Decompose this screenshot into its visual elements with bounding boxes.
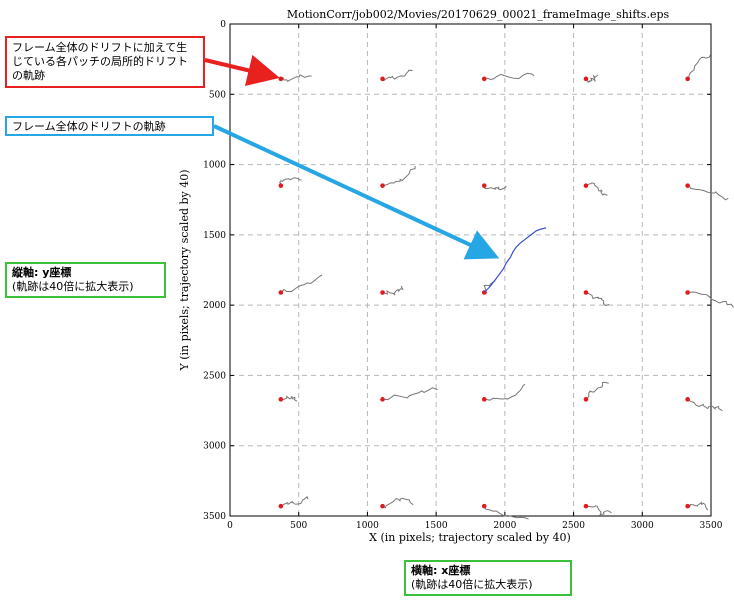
- y-tick-label: 0: [220, 20, 226, 30]
- local-trajectory: [279, 177, 302, 186]
- local-trajectory: [687, 501, 709, 511]
- global-trajectory: [483, 227, 547, 293]
- trajectory-start-point: [278, 76, 284, 82]
- local-trajectory: [687, 185, 729, 201]
- global-drift-arrow: [213, 124, 500, 260]
- trajectory-start-point: [583, 183, 589, 188]
- x-tick-label: 2500: [562, 521, 585, 531]
- local-trajectory: [585, 505, 612, 516]
- local-trajectory: [687, 291, 734, 308]
- plot-area: [229, 23, 712, 517]
- x-tick-label: 2000: [493, 521, 516, 531]
- local-trajectory: [585, 292, 610, 307]
- x-tick-label: 500: [290, 521, 307, 531]
- trajectory-start-point: [278, 397, 284, 402]
- local-trajectory: [483, 280, 496, 294]
- local-trajectory: [483, 505, 529, 520]
- chart-title: MotionCorr/job002/Movies/20170629_00021_…: [287, 8, 670, 21]
- trajectory-start-point: [278, 503, 284, 509]
- y-tick-label: 2000: [203, 301, 226, 311]
- y-tick-label: 1000: [203, 161, 226, 171]
- local-trajectory: [382, 69, 413, 82]
- local-trajectory: [484, 72, 535, 80]
- local-drift-arrow: [204, 54, 280, 86]
- x-tick-label: 0: [227, 521, 233, 531]
- local-trajectory: [585, 182, 608, 196]
- trajectory-start-point: [380, 290, 385, 295]
- global-trajectory-line: [483, 227, 547, 293]
- trajectory-start-point: [583, 397, 589, 402]
- x-axis-annotation-title: 横軸: x座標: [411, 564, 471, 577]
- trajectory-start-point: [481, 397, 487, 402]
- local-drift-annotation: フレーム全体のドリフトに加えて生じている各パッチの局所的ドリフトの軌跡: [5, 36, 205, 88]
- trajectory-start-point: [380, 183, 385, 188]
- trajectory-start-point: [380, 503, 385, 509]
- y-tick-label: 2500: [203, 371, 226, 381]
- local-trajectory: [280, 74, 312, 82]
- local-trajectory: [382, 387, 438, 401]
- x-axis-annotation: 横軸: x座標 (軌跡は40倍に拡大表示): [404, 560, 572, 596]
- local-trajectory: [585, 381, 609, 400]
- y-axis-label: Y (in pixels; trajectory scaled by 40): [178, 169, 191, 371]
- y-tick-label: 3000: [203, 442, 226, 452]
- trajectory-start-point: [278, 290, 284, 295]
- ticks: 0 500 1000 1500 2000 2500 3000 3500050010001500…: [203, 20, 723, 531]
- local-trajectory: [382, 165, 416, 187]
- trajectory-start-point: [481, 76, 487, 82]
- trajectory-start-point: [481, 183, 487, 188]
- trajectory-start-point: [380, 397, 385, 402]
- x-tick-label: 3500: [700, 521, 723, 531]
- local-trajectory: [687, 398, 723, 412]
- x-tick-label: 1500: [425, 521, 448, 531]
- local-trajectory: [280, 495, 309, 507]
- local-trajectory: [280, 395, 298, 402]
- y-axis-annotation-title: 縦軸: y座標: [12, 266, 72, 279]
- trajectory-start-point: [583, 76, 589, 82]
- trajectory-start-point: [583, 290, 589, 295]
- x-tick-label: 1000: [356, 521, 379, 531]
- trajectory-start-point: [481, 503, 487, 509]
- y-tick-label: 500: [209, 90, 226, 100]
- trajectory-start-point: [583, 503, 589, 509]
- local-trajectory: [687, 54, 711, 80]
- local-trajectory: [382, 497, 414, 509]
- trajectory-start-point: [278, 183, 284, 188]
- x-axis-label: X (in pixels; trajectory scaled by 40): [369, 531, 571, 544]
- y-axis-annotation: 縦軸: y座標 (軌跡は40倍に拡大表示): [5, 262, 166, 298]
- trajectory-start-point: [685, 503, 690, 509]
- y-tick-label: 1500: [203, 231, 226, 241]
- y-tick-label: 3500: [203, 512, 226, 522]
- trajectory-start-point: [685, 397, 690, 402]
- local-trajectory: [280, 274, 323, 293]
- grid: [230, 24, 711, 516]
- local-trajectories: [278, 54, 734, 520]
- trajectory-start-point: [380, 76, 385, 82]
- global-drift-annotation: フレーム全体のドリフトの軌跡: [5, 116, 214, 136]
- x-axis-annotation-note: (軌跡は40倍に拡大表示): [411, 578, 533, 591]
- trajectory-start-point: [685, 183, 690, 188]
- trajectory-start-point: [685, 76, 690, 82]
- trajectory-start-point: [685, 290, 690, 295]
- local-trajectory: [484, 384, 526, 401]
- x-tick-label: 3000: [631, 521, 654, 531]
- y-axis-annotation-note: (軌跡は40倍に拡大表示): [12, 280, 134, 293]
- local-trajectory: [483, 185, 507, 191]
- local-trajectory: [382, 285, 404, 296]
